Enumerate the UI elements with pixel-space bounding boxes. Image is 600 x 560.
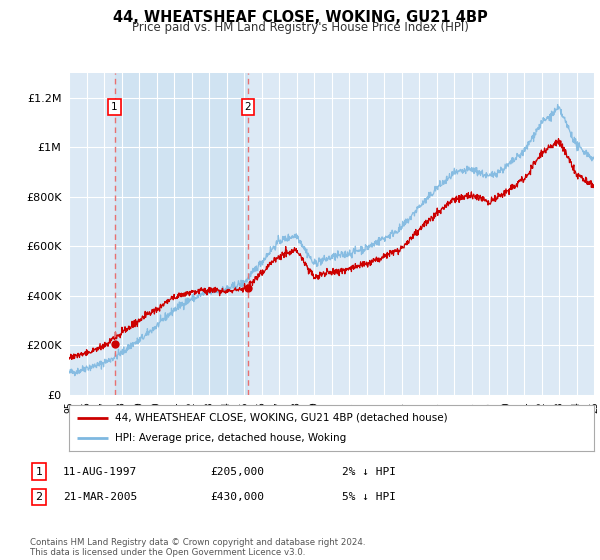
Text: 21-MAR-2005: 21-MAR-2005 — [63, 492, 137, 502]
Text: 2: 2 — [35, 492, 43, 502]
Text: 5% ↓ HPI: 5% ↓ HPI — [342, 492, 396, 502]
Text: £430,000: £430,000 — [210, 492, 264, 502]
Bar — [115, 73, 248, 395]
Text: HPI: Average price, detached house, Woking: HPI: Average price, detached house, Woki… — [115, 433, 346, 443]
Text: 44, WHEATSHEAF CLOSE, WOKING, GU21 4BP: 44, WHEATSHEAF CLOSE, WOKING, GU21 4BP — [113, 10, 487, 25]
Text: 1: 1 — [35, 466, 43, 477]
Text: 1: 1 — [111, 101, 118, 111]
Text: 44, WHEATSHEAF CLOSE, WOKING, GU21 4BP (detached house): 44, WHEATSHEAF CLOSE, WOKING, GU21 4BP (… — [115, 413, 448, 423]
Text: 2% ↓ HPI: 2% ↓ HPI — [342, 466, 396, 477]
Text: 2: 2 — [245, 101, 251, 111]
Text: Contains HM Land Registry data © Crown copyright and database right 2024.
This d: Contains HM Land Registry data © Crown c… — [30, 538, 365, 557]
Text: 11-AUG-1997: 11-AUG-1997 — [63, 466, 137, 477]
Text: £205,000: £205,000 — [210, 466, 264, 477]
Text: Price paid vs. HM Land Registry's House Price Index (HPI): Price paid vs. HM Land Registry's House … — [131, 21, 469, 34]
